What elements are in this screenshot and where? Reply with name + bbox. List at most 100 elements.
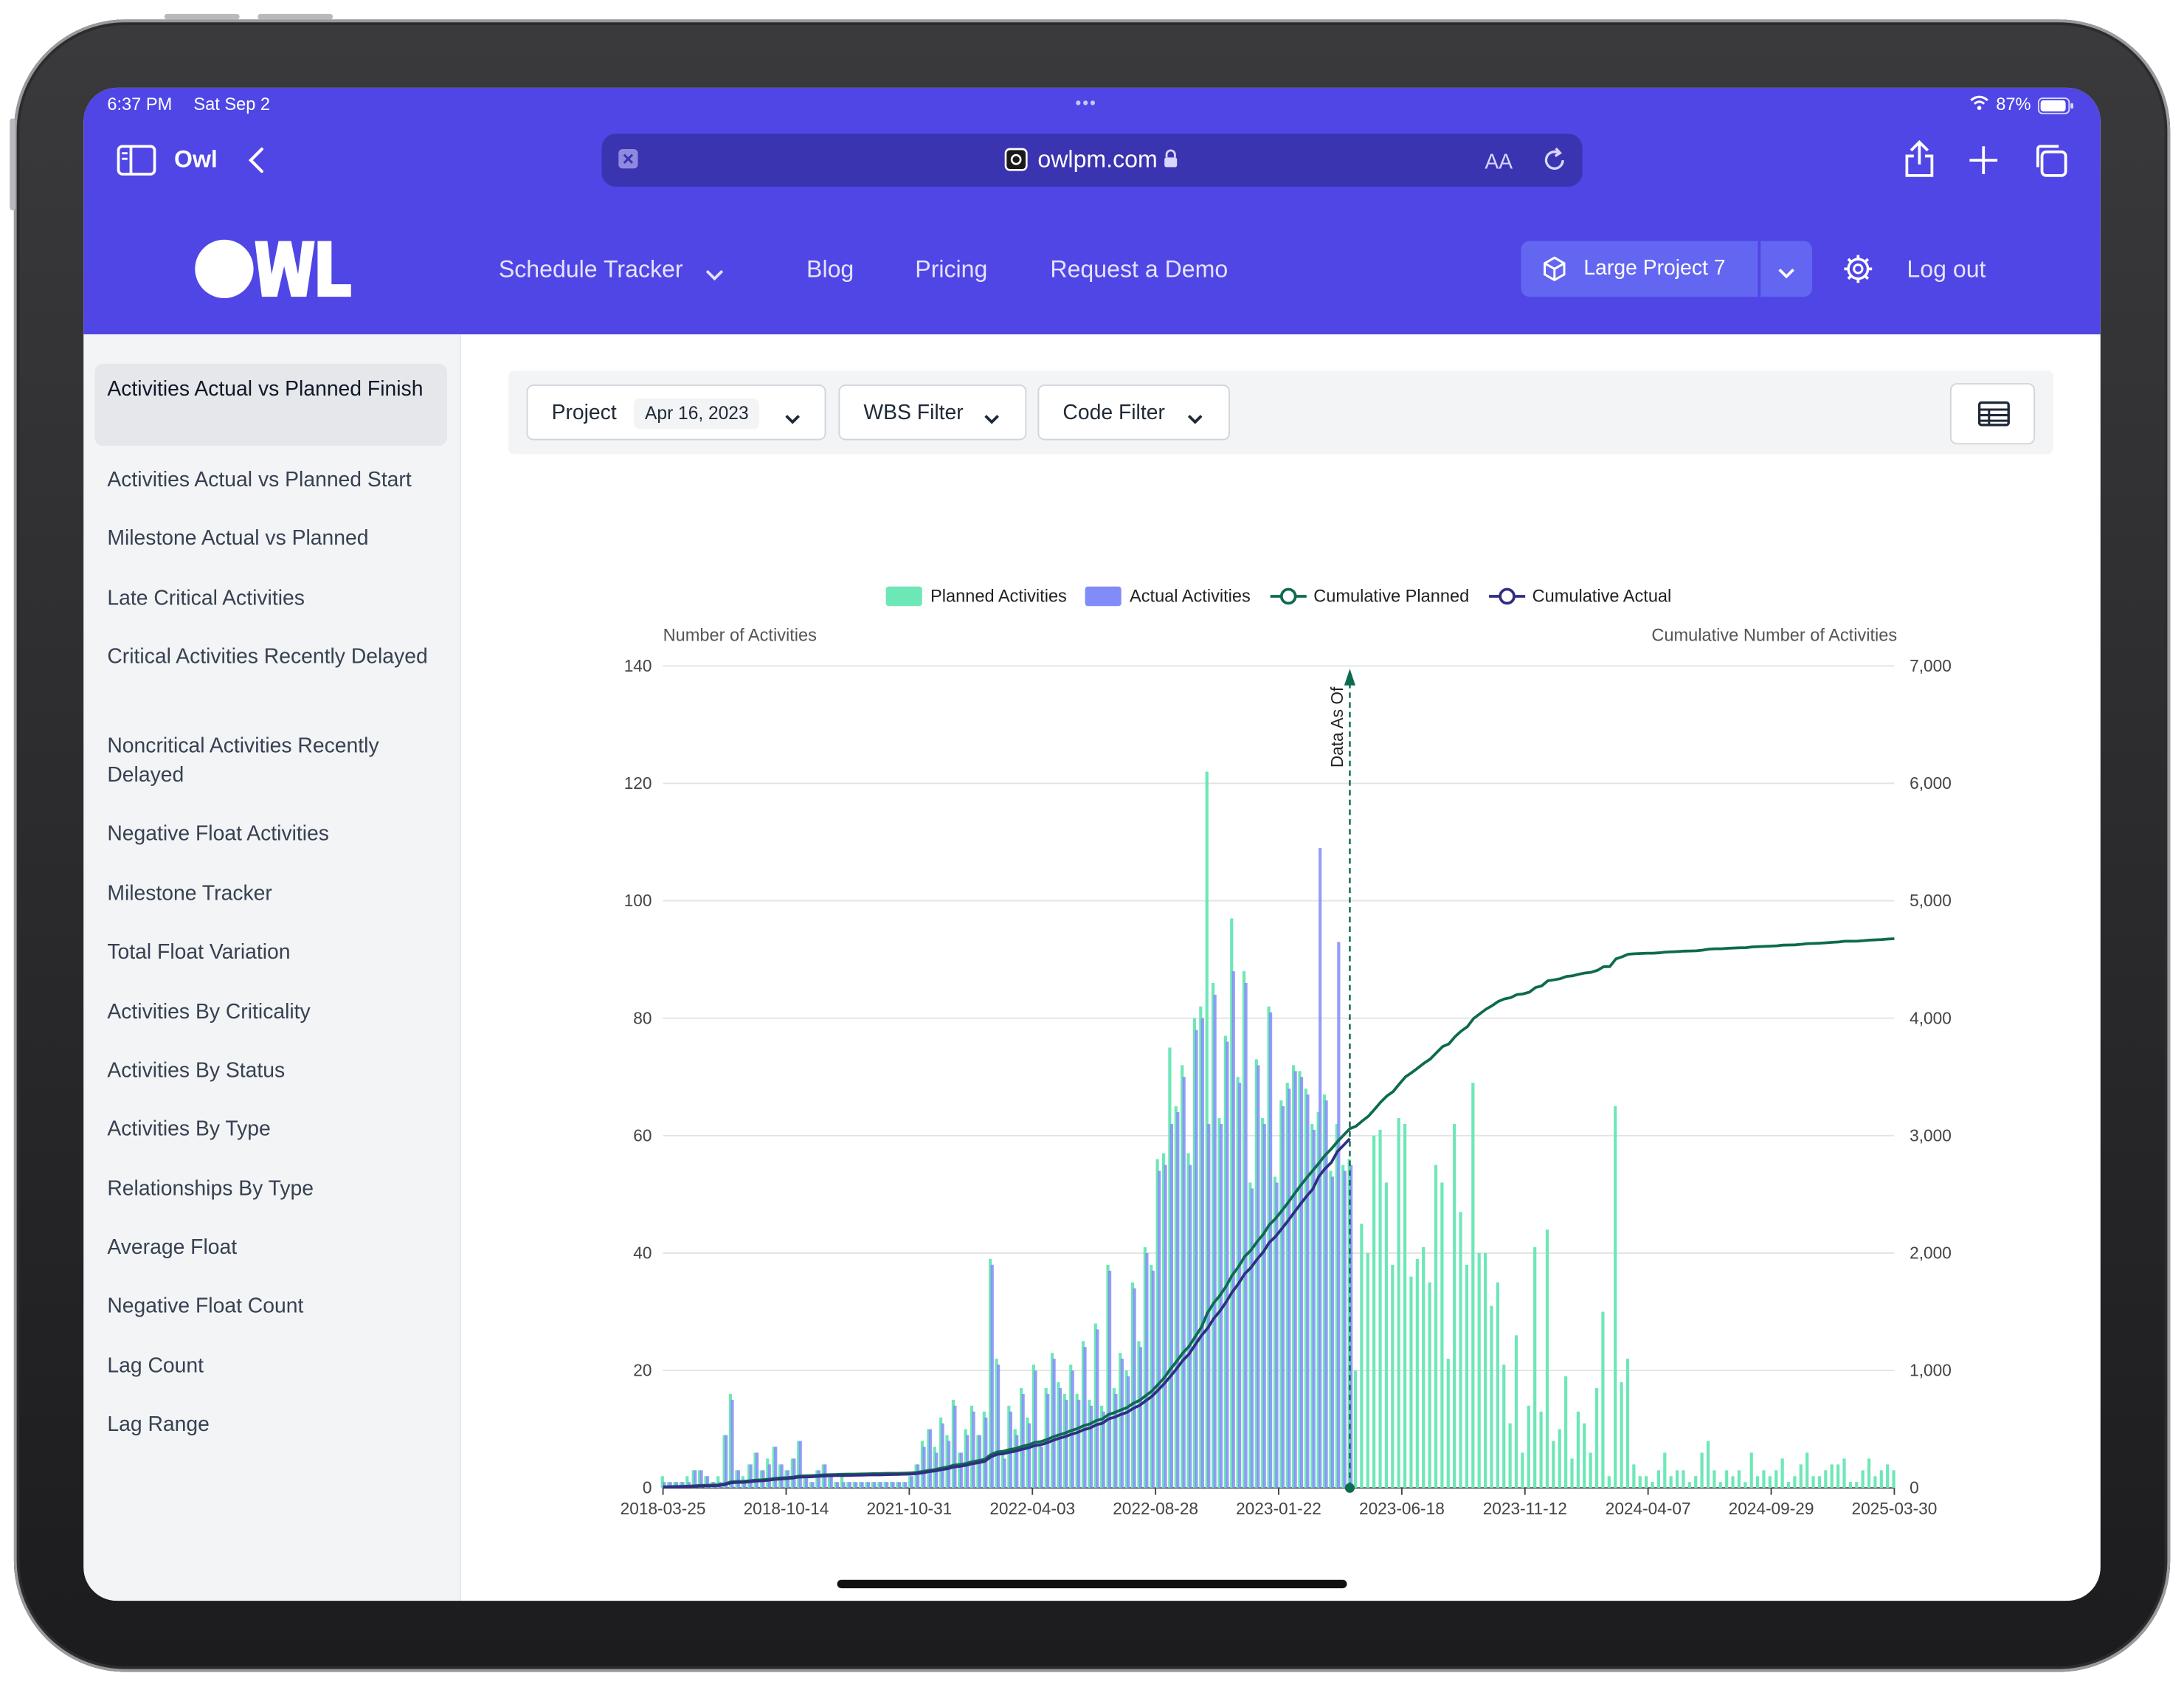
tabs-overview-icon[interactable] — [2032, 142, 2068, 186]
actual-bar — [1281, 1106, 1285, 1489]
reload-icon[interactable] — [1541, 146, 1569, 181]
planned-bar — [1892, 1470, 1896, 1489]
planned-bar — [1304, 1089, 1307, 1489]
planned-bar — [1632, 1464, 1636, 1489]
planned-bar — [1830, 1464, 1834, 1489]
sidebar-item-noncritical-recently-delayed[interactable]: Noncritical Activities Recently Delayed — [107, 734, 379, 787]
actual-bar — [1299, 1077, 1304, 1489]
table-view-button[interactable] — [1949, 383, 2036, 445]
actual-bar — [1034, 1370, 1037, 1489]
project-date-filter[interactable]: Project Apr 16, 2023 — [526, 384, 826, 441]
project-name: Large Project 7 — [1583, 256, 1726, 280]
share-icon[interactable] — [1904, 139, 1935, 185]
planned-bar — [1273, 1176, 1277, 1489]
planned-bar — [1069, 1365, 1073, 1489]
sidebar-item-by-type[interactable]: Activities By Type — [107, 1117, 271, 1142]
planned-bar — [735, 1470, 739, 1489]
planned-bar — [951, 1399, 955, 1489]
actual-bar — [1077, 1399, 1081, 1489]
sidebar-toggle-icon[interactable] — [117, 145, 156, 182]
planned-bar — [1663, 1452, 1667, 1489]
planned-bar — [1434, 1165, 1438, 1489]
planned-bar — [1316, 1112, 1320, 1489]
planned-bar — [1279, 1100, 1283, 1489]
actual-bar — [817, 1470, 821, 1489]
address-bar[interactable]: owlpm.com AA — [601, 134, 1583, 187]
planned-bar — [747, 1464, 751, 1489]
nav-request-demo[interactable]: Request a Demo — [1050, 256, 1228, 283]
nav-pricing[interactable]: Pricing — [915, 256, 988, 283]
planned-bar — [1112, 1387, 1116, 1489]
sidebar-item-relationships-by-type[interactable]: Relationships By Type — [107, 1177, 314, 1201]
planned-bar — [1508, 1423, 1512, 1489]
sidebar-item-average-float[interactable]: Average Float — [107, 1235, 238, 1260]
planned-bar — [1248, 1182, 1252, 1489]
x-tick-label: 2024-09-29 — [1729, 1499, 1814, 1518]
sidebar-item-by-criticality[interactable]: Activities By Criticality — [107, 1000, 311, 1024]
sidebar-item-negative-float-activities[interactable]: Negative Float Activities — [107, 821, 329, 846]
planned-bar — [1527, 1405, 1530, 1489]
sidebar-item-critical-recently-delayed[interactable]: Critical Activities Recently Delayed — [107, 645, 428, 669]
cumulative-planned-line — [663, 937, 1895, 1489]
actual-bar — [866, 1482, 871, 1489]
gear-icon[interactable] — [1843, 254, 1874, 292]
sidebar-item-total-float-variation[interactable]: Total Float Variation — [107, 940, 291, 965]
actual-bar — [941, 1423, 944, 1489]
logout-link[interactable]: Log out — [1907, 256, 1986, 283]
close-tab-icon[interactable] — [618, 148, 638, 176]
sidebar-item-milestone-actual-vs-planned[interactable]: Milestone Actual vs Planned — [107, 526, 369, 551]
planned-bar — [1842, 1458, 1846, 1489]
planned-bar — [679, 1482, 683, 1489]
tab-title[interactable]: Owl — [173, 146, 218, 173]
planned-bar — [1409, 1276, 1413, 1489]
planned-bar — [927, 1429, 930, 1489]
nav-blog[interactable]: Blog — [806, 256, 854, 283]
actual-bar — [1219, 1123, 1223, 1489]
planned-bar — [778, 1464, 782, 1489]
planned-bar — [1001, 1452, 1005, 1489]
code-filter-button[interactable]: Code Filter — [1037, 384, 1230, 441]
project-dropdown-button[interactable] — [1760, 241, 1813, 297]
sidebar-item-milestone-tracker[interactable]: Milestone Tracker — [107, 881, 272, 906]
chevron-down-icon[interactable] — [705, 263, 724, 289]
chevron-down-icon — [1777, 262, 1796, 287]
y-tick-left: 20 — [633, 1361, 652, 1380]
planned-bar — [1372, 1135, 1376, 1489]
actual-bar — [1107, 1270, 1112, 1489]
nav-schedule-tracker[interactable]: Schedule Tracker — [498, 256, 683, 283]
sidebar-item-actual-vs-planned-finish[interactable]: Activities Actual vs Planned Finish — [94, 363, 447, 446]
sidebar-item-actual-vs-planned-start[interactable]: Activities Actual vs Planned Start — [107, 468, 412, 492]
planned-bar — [1378, 1129, 1382, 1489]
planned-bar — [1799, 1464, 1803, 1489]
planned-bar — [697, 1470, 702, 1489]
sidebar-item-negative-float-count[interactable]: Negative Float Count — [107, 1294, 304, 1318]
chevron-down-icon — [784, 407, 801, 430]
planned-bar — [1242, 971, 1246, 1489]
sidebar-item-lag-count[interactable]: Lag Count — [107, 1353, 204, 1379]
sidebar-item-late-critical[interactable]: Late Critical Activities — [107, 586, 305, 610]
planned-bar — [1391, 1264, 1395, 1489]
multitask-dots[interactable]: ••• — [1075, 93, 1097, 113]
sidebar-item-lag-range[interactable]: Lag Range — [107, 1413, 210, 1437]
actual-bar — [663, 1482, 666, 1489]
actual-bar — [1065, 1399, 1068, 1489]
back-icon[interactable] — [246, 146, 266, 181]
planned-bar — [1558, 1429, 1561, 1489]
planned-bar — [1682, 1470, 1685, 1489]
y-tick-left: 80 — [633, 1008, 652, 1027]
text-size-button[interactable]: AA — [1485, 150, 1513, 174]
owl-logo[interactable] — [193, 238, 353, 307]
sidebar-item-by-status[interactable]: Activities By Status — [107, 1058, 286, 1083]
planned-bar — [1261, 1117, 1265, 1489]
project-filter-label: Project — [551, 401, 617, 425]
planned-bar — [1694, 1476, 1698, 1489]
actual-bar — [699, 1470, 703, 1489]
x-tick-label: 2022-08-28 — [1113, 1499, 1198, 1518]
actual-bar — [1003, 1458, 1006, 1489]
url-text[interactable]: owlpm.com — [1037, 146, 1158, 173]
project-select-button[interactable]: Large Project 7 — [1521, 241, 1758, 297]
wbs-filter-button[interactable]: WBS Filter — [838, 384, 1027, 441]
planned-bar — [1150, 1264, 1153, 1489]
new-tab-icon[interactable] — [1968, 145, 1999, 182]
actual-bar — [1324, 1100, 1328, 1489]
